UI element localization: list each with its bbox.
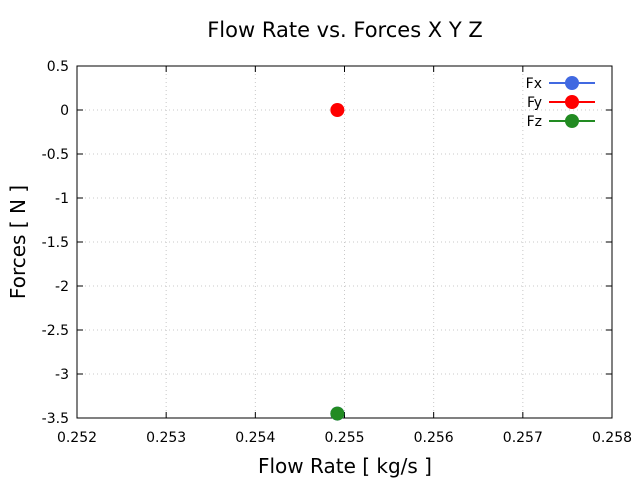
axis-ticks: 0.252 0.253 0.254 0.255 0.256 0.257 0.258 0.5 0 -… xyxy=(42,59,632,446)
legend-label-fz: Fz xyxy=(527,114,542,130)
y-tick-label: -1.5 xyxy=(42,235,69,251)
legend-marker-fy xyxy=(565,95,579,109)
y-tick-label: 0 xyxy=(60,103,69,119)
chart-title: Flow Rate vs. Forces X Y Z xyxy=(207,18,483,42)
x-tick-label: 0.253 xyxy=(146,430,186,446)
y-tick-label: -2.5 xyxy=(42,323,69,339)
legend-label-fy: Fy xyxy=(527,95,542,111)
x-tick-label: 0.254 xyxy=(235,430,275,446)
x-tick-label: 0.257 xyxy=(503,430,543,446)
y-tick-label: 0.5 xyxy=(47,59,69,75)
x-axis-label: Flow Rate [ kg/s ] xyxy=(258,454,432,478)
data-point-fy xyxy=(330,103,345,117)
x-tick-label: 0.258 xyxy=(592,430,632,446)
x-tick-label: 0.255 xyxy=(324,430,364,446)
y-tick-label: -1 xyxy=(55,191,69,207)
legend-label-fx: Fx xyxy=(526,76,542,92)
x-tick-label: 0.252 xyxy=(57,430,97,446)
legend: Fx Fy Fz xyxy=(526,76,595,130)
grid xyxy=(77,66,612,418)
x-tick-label: 0.256 xyxy=(414,430,454,446)
y-tick-label: -2 xyxy=(55,279,69,295)
y-tick-label: -3 xyxy=(55,367,69,383)
legend-marker-fz xyxy=(565,114,579,128)
y-tick-label: -0.5 xyxy=(42,147,69,163)
data-point-fz xyxy=(330,406,345,421)
data-points xyxy=(330,103,345,421)
y-tick-label: -3.5 xyxy=(42,411,69,427)
y-axis-label: Forces [ N ] xyxy=(6,185,30,299)
legend-marker-fx xyxy=(565,76,579,90)
